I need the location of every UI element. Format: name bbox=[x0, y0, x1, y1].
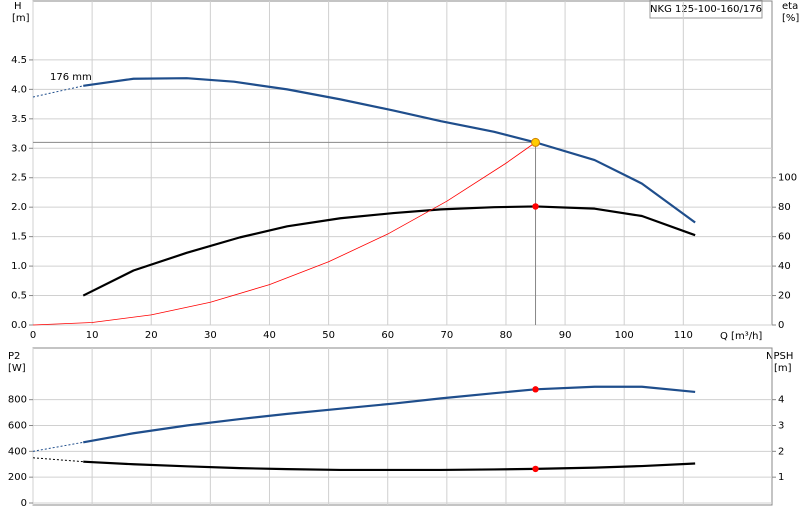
series-line bbox=[83, 77, 696, 224]
title-box bbox=[649, 0, 763, 19]
y-tick-label: 1.5 bbox=[11, 232, 27, 243]
y2-tick-label: 2 bbox=[778, 446, 784, 457]
operating-point bbox=[532, 465, 539, 473]
y-tick-label: 0.0 bbox=[11, 320, 27, 331]
y-tick-label: 1.0 bbox=[11, 261, 27, 272]
y-axis-label: H bbox=[14, 1, 22, 12]
y2-tick-label: 0 bbox=[778, 320, 784, 331]
y-tick-label: 400 bbox=[8, 446, 27, 457]
x-tick-label: 30 bbox=[204, 330, 217, 341]
series-line bbox=[32, 441, 84, 452]
y2-tick-label: 4 bbox=[778, 395, 784, 406]
y-tick-label: 0.5 bbox=[11, 291, 27, 302]
y2-tick-label: 1 bbox=[778, 472, 784, 483]
series-line bbox=[32, 142, 536, 326]
y-tick-label: 4.0 bbox=[11, 84, 27, 95]
series-line bbox=[32, 85, 84, 98]
annotation: 176 mm bbox=[50, 72, 92, 83]
operating-point bbox=[532, 386, 539, 393]
y2-axis-unit: [%] bbox=[782, 13, 799, 24]
y-tick-label: 200 bbox=[8, 472, 27, 483]
chart-title: NKG 125-100-160/176 bbox=[650, 4, 762, 15]
series-line bbox=[32, 457, 84, 463]
x-tick-label: 10 bbox=[86, 330, 99, 341]
y-tick-label: 0 bbox=[21, 498, 27, 509]
y-tick-label: 600 bbox=[8, 421, 27, 432]
y2-tick-label: 60 bbox=[778, 232, 791, 243]
series-line bbox=[82, 205, 696, 297]
y2-axis-label: NPSH bbox=[766, 351, 793, 362]
x-tick-label: 70 bbox=[440, 330, 453, 341]
x-tick-label: 60 bbox=[381, 330, 394, 341]
y-axis-unit: [m] bbox=[12, 13, 30, 24]
y-tick-label: 4.5 bbox=[11, 55, 27, 66]
y-tick-label: 3.5 bbox=[11, 114, 27, 125]
x-tick-label: 40 bbox=[263, 330, 276, 341]
y2-tick-label: 80 bbox=[778, 202, 791, 213]
x-tick-label: 100 bbox=[615, 330, 634, 341]
x-tick-label: 20 bbox=[145, 330, 158, 341]
plot-frame bbox=[32, 347, 773, 506]
series-line bbox=[83, 385, 696, 444]
y-tick-label: 2.0 bbox=[11, 202, 27, 213]
y2-axis-label: eta bbox=[782, 1, 798, 12]
x-axis-label: Q [m³/h] bbox=[720, 331, 762, 342]
y-tick-label: 800 bbox=[8, 395, 27, 406]
y2-axis-unit: [m] bbox=[774, 363, 792, 374]
y2-tick-label: 3 bbox=[778, 421, 784, 432]
x-tick-label: 110 bbox=[674, 330, 693, 341]
operating-point bbox=[531, 137, 541, 147]
x-tick-label: 50 bbox=[322, 330, 335, 341]
x-tick-label: 90 bbox=[559, 330, 572, 341]
y2-tick-label: 40 bbox=[778, 261, 791, 272]
x-tick-label: 80 bbox=[500, 330, 513, 341]
series-line bbox=[83, 460, 696, 472]
x-tick-label: 0 bbox=[30, 330, 36, 341]
y2-tick-label: 20 bbox=[778, 291, 791, 302]
operating-point bbox=[532, 203, 539, 210]
y-tick-label: 2.5 bbox=[11, 173, 27, 184]
y-tick-label: 3.0 bbox=[11, 143, 27, 154]
y-axis-label: P2 bbox=[8, 351, 20, 362]
y-axis-unit: [W] bbox=[8, 363, 26, 374]
y2-tick-label: 100 bbox=[778, 173, 797, 184]
plot-frame bbox=[32, 0, 773, 326]
